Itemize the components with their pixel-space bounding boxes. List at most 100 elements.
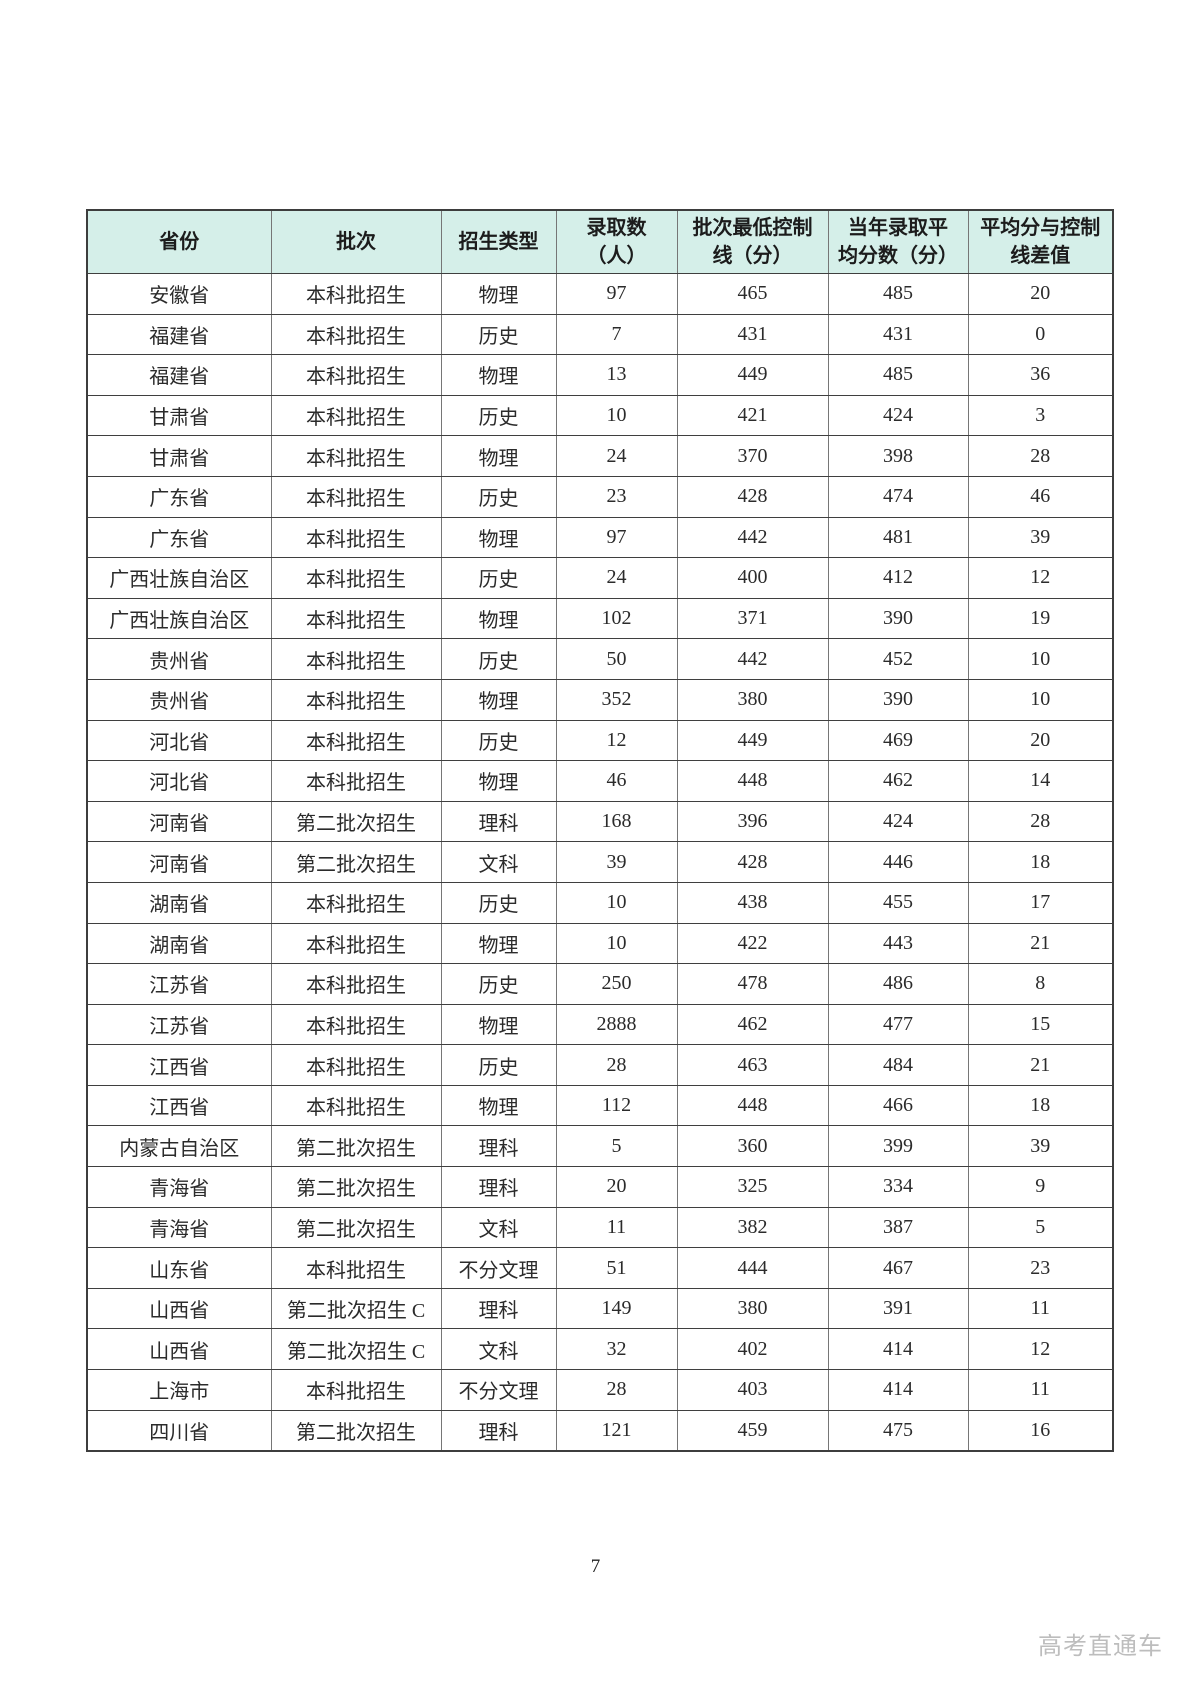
table-cell: 0 [967, 313, 1114, 356]
table-cell: 理科 [440, 1166, 557, 1208]
table-cell: 青海省 [86, 1206, 272, 1249]
table-cell: 459 [676, 1409, 829, 1452]
table-cell: 安徽省 [86, 273, 272, 315]
table-cell: 本科批招生 [270, 435, 442, 477]
table-cell: 历史 [440, 557, 557, 599]
table-cell: 广西壮族自治区 [86, 597, 272, 640]
table-cell: 本科批招生 [270, 1044, 442, 1086]
table-row: 湖南省 本科批招生 物理 10 422 443 21 [86, 922, 1114, 965]
table-cell: 398 [827, 435, 969, 477]
column-header: 省份 [86, 209, 272, 274]
table-cell: 325 [676, 1166, 829, 1208]
table-cell: 467 [827, 1247, 969, 1289]
table-cell: 第二批次招生 [270, 800, 442, 843]
table-cell: 12 [967, 557, 1114, 599]
table-cell: 50 [555, 638, 678, 680]
table-cell: 352 [555, 678, 678, 721]
table-cell: 物理 [440, 922, 557, 965]
table-cell: 23 [967, 1247, 1114, 1289]
table-cell: 福建省 [86, 354, 272, 396]
table-cell: 334 [827, 1166, 969, 1208]
table-cell: 428 [676, 475, 829, 518]
table-cell: 477 [827, 1003, 969, 1046]
table-cell: 452 [827, 638, 969, 680]
table-cell: 历史 [440, 313, 557, 356]
column-header-line: 省份 [159, 231, 200, 253]
column-header-line: （人） [586, 245, 647, 267]
table-cell: 贵州省 [86, 638, 272, 680]
table-cell: 青海省 [86, 1166, 272, 1208]
table-cell: 理科 [440, 1409, 557, 1452]
table-cell: 本科批招生 [270, 881, 442, 924]
table-cell: 485 [827, 354, 969, 396]
table-cell: 443 [827, 922, 969, 965]
table-cell: 448 [676, 1084, 829, 1127]
table-cell: 7 [555, 313, 678, 356]
table-cell: 449 [676, 719, 829, 762]
table-cell: 403 [676, 1369, 829, 1411]
table-cell: 15 [967, 1003, 1114, 1046]
table-cell: 第二批次招生 [270, 841, 442, 883]
table-cell: 431 [676, 313, 829, 356]
table-cell: 20 [967, 719, 1114, 762]
table-cell: 本科批招生 [270, 922, 442, 965]
table-cell: 12 [967, 1328, 1114, 1371]
table-cell: 3 [967, 394, 1114, 437]
table-header-row: 省份 批次 招生类型 录取数 （人） 批次最低控制 线（分） 当年录取平 均分数（分） 平均分与控… [86, 209, 1114, 274]
table-row: 贵州省 本科批招生 历史 50 442 452 10 [86, 638, 1114, 680]
table-cell: 414 [827, 1369, 969, 1411]
table-cell: 不分文理 [440, 1369, 557, 1411]
table-cell: 402 [676, 1328, 829, 1371]
table-cell: 380 [676, 1287, 829, 1330]
table-row: 青海省 第二批次招生 理科 20 325 334 9 [86, 1166, 1114, 1208]
table-cell: 湖南省 [86, 922, 272, 965]
table-cell: 第二批次招生 [270, 1166, 442, 1208]
table-row: 河北省 本科批招生 历史 12 449 469 20 [86, 719, 1114, 762]
table-cell: 396 [676, 800, 829, 843]
column-header: 平均分与控制 线差值 [967, 209, 1114, 274]
table-cell: 387 [827, 1206, 969, 1249]
table-cell: 422 [676, 922, 829, 965]
table-cell: 本科批招生 [270, 354, 442, 396]
table-row: 河南省 第二批次招生 理科 168 396 424 28 [86, 800, 1114, 843]
table-cell: 本科批招生 [270, 638, 442, 680]
table-cell: 贵州省 [86, 678, 272, 721]
table-row: 上海市 本科批招生 不分文理 28 403 414 11 [86, 1369, 1114, 1411]
table-cell: 14 [967, 760, 1114, 802]
table-cell: 46 [967, 475, 1114, 518]
table-cell: 物理 [440, 516, 557, 559]
table-cell: 10 [967, 678, 1114, 721]
table-cell: 478 [676, 963, 829, 1005]
table-cell: 168 [555, 800, 678, 843]
table-cell: 39 [967, 1125, 1114, 1168]
table-cell: 河南省 [86, 841, 272, 883]
table-cell: 文科 [440, 1206, 557, 1249]
page-number: 7 [590, 1556, 601, 1577]
table-cell: 物理 [440, 1084, 557, 1127]
column-header-line: 平均分与控制 [980, 217, 1101, 239]
table-cell: 32 [555, 1328, 678, 1371]
table-cell: 历史 [440, 963, 557, 1005]
table-cell: 485 [827, 273, 969, 315]
table-cell: 12 [555, 719, 678, 762]
table-cell: 物理 [440, 597, 557, 640]
table-cell: 理科 [440, 1287, 557, 1330]
table-cell: 11 [967, 1369, 1114, 1411]
table-cell: 250 [555, 963, 678, 1005]
table-cell: 46 [555, 760, 678, 802]
table-cell: 江西省 [86, 1084, 272, 1127]
table-cell: 438 [676, 881, 829, 924]
table-cell: 理科 [440, 1125, 557, 1168]
table-row: 广西壮族自治区 本科批招生 历史 24 400 412 12 [86, 557, 1114, 599]
table-cell: 第二批次招生 C [270, 1287, 442, 1330]
table-cell: 11 [967, 1287, 1114, 1330]
table-cell: 21 [967, 1044, 1114, 1086]
table-cell: 446 [827, 841, 969, 883]
table-row: 福建省 本科批招生 物理 13 449 485 36 [86, 354, 1114, 396]
admissions-table: 省份 批次 招生类型 录取数 （人） 批次最低控制 线（分） 当年录取平 均分数（分） 平均分与控… [86, 209, 1114, 1453]
table-cell: 466 [827, 1084, 969, 1127]
table-cell: 431 [827, 313, 969, 356]
table-cell: 16 [967, 1409, 1114, 1452]
table-cell: 历史 [440, 475, 557, 518]
